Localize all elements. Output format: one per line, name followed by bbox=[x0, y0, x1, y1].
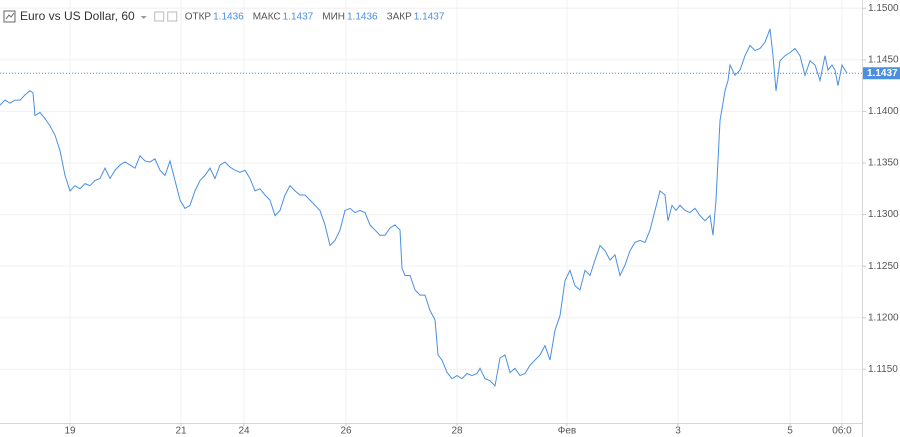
ohlc-label: ЗАКР bbox=[387, 12, 413, 23]
x-tick-label: 5 bbox=[787, 426, 793, 437]
header: Euro vs US Dollar, 60 ОТКР 1.1436 МАКС 1.14… bbox=[3, 9, 445, 23]
y-tick-label: 1.1150 bbox=[868, 364, 898, 375]
x-tick-label: 19 bbox=[64, 426, 76, 437]
ohlc-label: ОТКР bbox=[185, 12, 212, 23]
x-tick-label: 06:0 bbox=[832, 426, 852, 437]
ohlc-value: 1.1437 bbox=[414, 12, 445, 23]
last-price-label: 1.1437 bbox=[867, 68, 898, 79]
y-tick-label: 1.1500 bbox=[868, 3, 899, 14]
x-tick-label: 28 bbox=[451, 426, 463, 437]
y-tick-label: 1.1300 bbox=[868, 209, 899, 220]
header-icons[interactable] bbox=[140, 11, 178, 22]
ohlc-value: 1.1437 bbox=[283, 12, 314, 23]
x-tick-label: 3 bbox=[675, 426, 681, 437]
ohlc-value: 1.1436 bbox=[213, 12, 244, 23]
close-icon[interactable] bbox=[167, 11, 178, 22]
chart-title: Euro vs US Dollar, 60 bbox=[20, 9, 135, 23]
dropdown-caret[interactable] bbox=[140, 16, 147, 19]
plot bbox=[0, 28, 862, 387]
settings-icon[interactable] bbox=[154, 11, 165, 22]
ohlc: ОТКР 1.1436 МАКС 1.1437 МИН 1.1436 ЗАКР 1.1437 bbox=[185, 12, 445, 23]
x-tick-label: Фев bbox=[558, 426, 576, 437]
chart-icon-line bbox=[5, 12, 15, 20]
y-tick-label: 1.1450 bbox=[868, 54, 899, 65]
y-tick-label: 1.1350 bbox=[868, 158, 899, 169]
axes: 1.1150 1.1200 1.1250 1.1300 1.1350 1.1400 1.14… bbox=[64, 3, 900, 437]
y-tick-label: 1.1400 bbox=[868, 106, 899, 117]
ohlc-value: 1.1436 bbox=[347, 12, 378, 23]
price-line bbox=[0, 28, 848, 387]
chart-icon bbox=[3, 10, 16, 23]
ohlc-label: МАКС bbox=[253, 12, 281, 23]
last-price-badge bbox=[863, 67, 900, 80]
grid bbox=[0, 0, 862, 423]
ohlc-label: МИН bbox=[322, 12, 345, 23]
y-tick-label: 1.1250 bbox=[868, 261, 899, 272]
x-tick-label: 21 bbox=[175, 426, 187, 437]
x-tick-label: 24 bbox=[238, 426, 250, 437]
x-tick-label: 26 bbox=[340, 426, 352, 437]
y-tick-label: 1.1200 bbox=[868, 312, 899, 323]
